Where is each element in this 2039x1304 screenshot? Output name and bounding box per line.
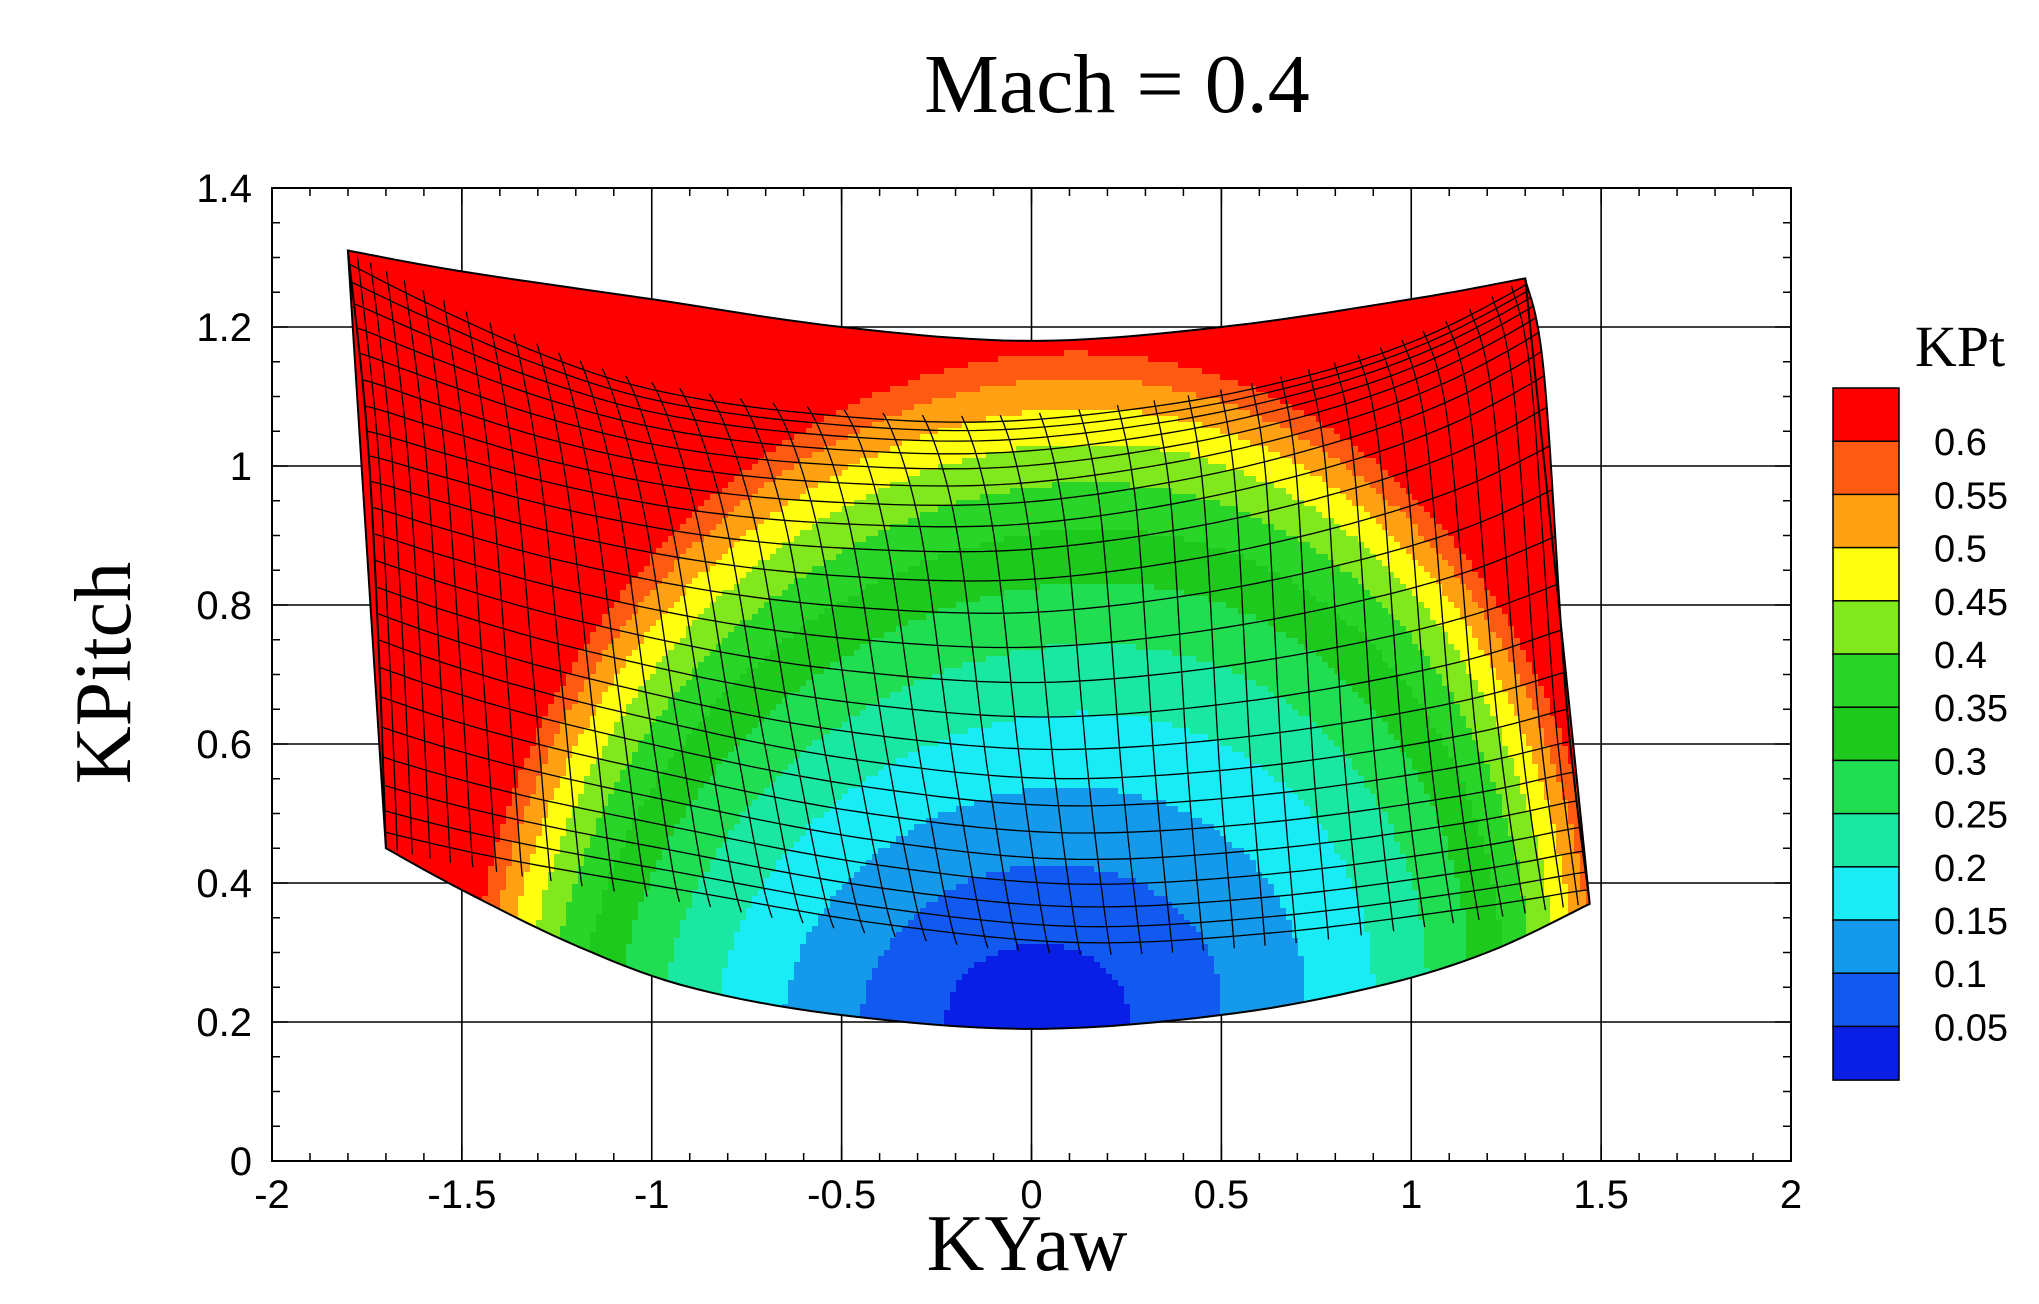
legend-swatch [1833, 920, 1899, 974]
x-tick-label: -1.5 [427, 1173, 496, 1217]
legend-label: 0.45 [1934, 582, 2008, 624]
legend-swatch [1833, 814, 1899, 868]
y-tick-label: 1.4 [196, 167, 252, 211]
y-tick-label: 0.8 [196, 584, 252, 628]
legend-title: KPt [1915, 314, 2005, 379]
legend-label: 0.05 [1934, 1007, 2008, 1049]
legend-swatch [1833, 1026, 1899, 1080]
legend-label: 0.6 [1934, 422, 1987, 464]
chart-title: Mach = 0.4 [924, 38, 1310, 131]
y-tick-label: 0.2 [196, 1001, 252, 1045]
legend-label: 0.55 [1934, 475, 2008, 517]
legend-swatch [1833, 973, 1899, 1027]
legend-label: 0.1 [1934, 954, 1987, 996]
legend-swatch [1833, 760, 1899, 814]
x-tick-label: 2 [1780, 1173, 1802, 1217]
legend-swatch [1833, 707, 1899, 761]
legend-label: 0.35 [1934, 688, 2008, 730]
legend-swatch [1833, 388, 1899, 442]
x-tick-label: 1.5 [1573, 1173, 1629, 1217]
legend-swatch [1833, 654, 1899, 708]
contour-surface [326, 224, 1605, 1059]
legend-label: 0.2 [1934, 848, 1987, 890]
legend-label: 0.25 [1934, 795, 2008, 837]
x-tick-label: -2 [254, 1173, 290, 1217]
x-tick-label: -1 [634, 1173, 670, 1217]
x-tick-label: 1 [1400, 1173, 1422, 1217]
x-axis-label: KYaw [927, 1200, 1128, 1288]
legend-swatches [1833, 388, 1899, 1080]
y-tick-label: 1.2 [196, 306, 252, 350]
legend-label: 0.4 [1934, 635, 1987, 677]
legend-swatch [1833, 601, 1899, 655]
y-tick-label: 0.4 [196, 862, 252, 906]
legend-label: 0.5 [1934, 529, 1987, 571]
x-tick-label: -0.5 [807, 1173, 876, 1217]
legend-swatch [1833, 867, 1899, 921]
y-tick-label: 1 [230, 445, 252, 489]
x-tick-label: 0.5 [1194, 1173, 1250, 1217]
legend-label: 0.15 [1934, 901, 2008, 943]
legend: KPt 0.050.10.150.20.250.30.350.40.450.50… [1833, 314, 2008, 1080]
y-tick-label: 0 [230, 1140, 252, 1184]
y-tick-labels: 0 0.2 0.4 0.6 0.8 1 1.2 1.4 [196, 167, 252, 1184]
legend-swatch [1833, 441, 1899, 495]
legend-swatch [1833, 494, 1899, 548]
legend-swatch [1833, 548, 1899, 602]
y-axis-label: KPitch [60, 562, 148, 784]
legend-labels: 0.05 0.1 0.15 0.2 0.25 0.3 0.35 0.4 0.45 0.5 0.55 0… [1934, 422, 2008, 1049]
legend-label: 0.3 [1934, 741, 1987, 783]
y-tick-label: 0.6 [196, 723, 252, 767]
